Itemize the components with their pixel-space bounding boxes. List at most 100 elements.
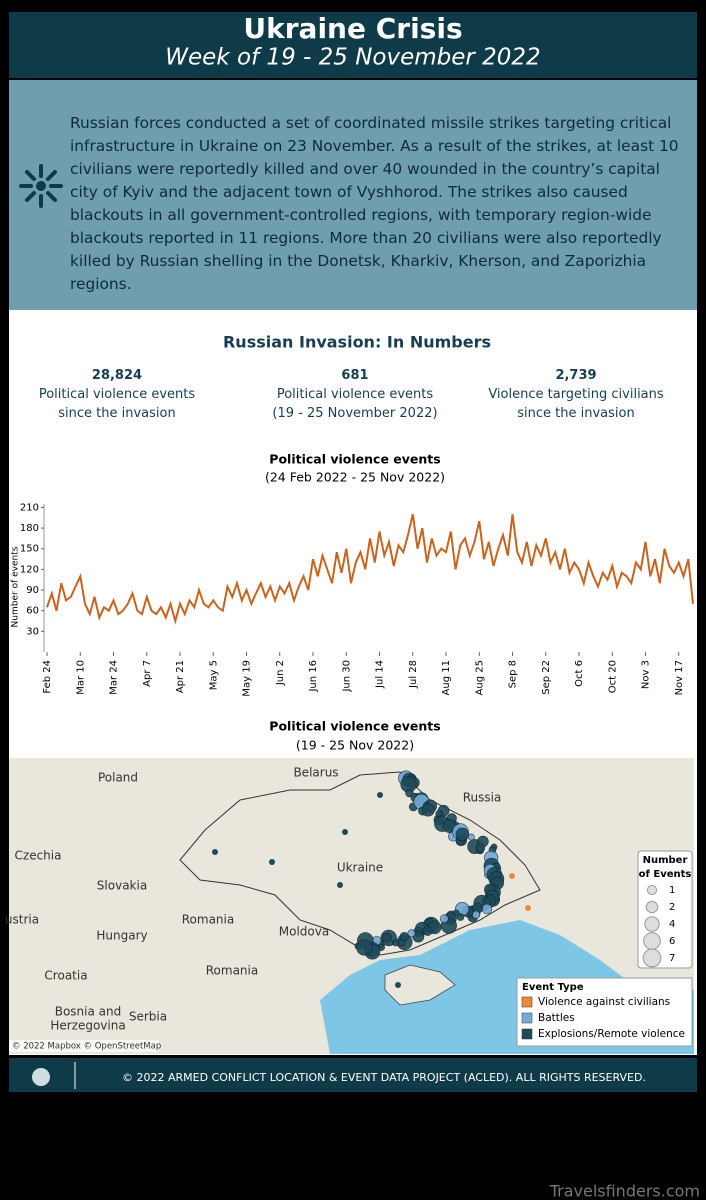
x-tick-label: Apr 21 <box>175 660 186 693</box>
x-tick-label: Mar 10 <box>75 660 86 695</box>
footer-bar <box>9 1058 697 1092</box>
event-dot <box>395 982 401 988</box>
stat-label: since the invasion <box>58 406 176 421</box>
place-label: Serbia <box>129 1010 167 1024</box>
event-dot <box>342 829 348 835</box>
x-tick-label: Aug 25 <box>474 660 485 695</box>
place-label: Slovakia <box>97 879 147 893</box>
title: Ukraine Crisis <box>243 12 462 45</box>
event-dots <box>212 770 531 988</box>
x-tick-label: May 19 <box>242 660 253 697</box>
event-legend-swatch <box>521 1012 533 1024</box>
y-tick-label: 210 <box>20 502 39 513</box>
event-dot <box>475 843 486 853</box>
event-dot <box>212 849 218 855</box>
x-tick-label: Oct 6 <box>574 660 585 687</box>
subtitle: Week of 19 - 25 November 2022 <box>165 45 540 71</box>
stat-label: Political violence events <box>38 387 196 402</box>
size-legend-circle <box>645 900 659 914</box>
x-tick-label: Jun 16 <box>308 660 319 693</box>
event-legend-swatch <box>521 996 533 1008</box>
x-tick-label: Jul 28 <box>408 660 419 689</box>
ukraine-border <box>179 771 541 956</box>
event-dot <box>407 929 416 938</box>
place-label: Ukraine <box>337 861 383 875</box>
place-label: ustria <box>5 913 39 927</box>
icon <box>19 164 63 208</box>
y-tick-label: 30 <box>26 626 39 637</box>
line-series <box>46 514 694 625</box>
place-label: Belarus <box>293 766 338 780</box>
attribution: © 2022 Mapbox © OpenStreetMap <box>12 1042 161 1052</box>
event-dot <box>337 882 343 888</box>
size-legend-circle <box>642 948 662 968</box>
stat-label: (19 - 25 November 2022) <box>272 406 438 421</box>
header-bar <box>9 12 697 78</box>
event-dot <box>399 932 409 942</box>
watermark: Travelsfinders.com <box>549 1182 700 1200</box>
place-label: Czechia <box>15 849 62 863</box>
place-label: Poland <box>98 771 138 785</box>
stat-label: since the invasion <box>517 406 635 421</box>
x-tick-label: Feb 24 <box>42 660 53 694</box>
event-dot <box>439 914 449 924</box>
crimea <box>384 964 456 1006</box>
event-dot <box>269 859 275 865</box>
y-tick-label: 180 <box>20 523 39 534</box>
x-tick-label: Sep 22 <box>541 660 552 695</box>
map-subtitle: (19 - 25 Nov 2022) <box>296 738 414 753</box>
x-tick-label: Sep 8 <box>508 660 519 688</box>
y-tick-label: 150 <box>20 544 39 555</box>
size-legend-circle <box>643 932 661 950</box>
event-legend-box <box>516 977 693 1047</box>
size-legend-label: 4 <box>669 919 675 930</box>
event-dot <box>509 873 515 879</box>
y-axis-label: Number of events <box>11 546 21 627</box>
stat: 28,824 Political violence events since the… <box>12 366 222 423</box>
place-label: Bosnia and <box>55 1005 122 1019</box>
x-tick-label: Nov 17 <box>674 660 685 695</box>
stat-label: Violence targeting civilians <box>488 387 664 402</box>
size-legend-title: of Events <box>639 869 692 880</box>
x-tick-label: Nov 3 <box>641 660 652 689</box>
x-tick-label: May 5 <box>208 660 219 690</box>
map: © 2022 Mapbox © OpenStreetMap Event Type… <box>5 758 694 1054</box>
stat-value: 28,824 <box>91 368 143 383</box>
place-label: Herzegovina <box>50 1019 125 1033</box>
place-label: Hungary <box>96 929 147 943</box>
x-tick-label: Aug 11 <box>441 660 452 695</box>
place-label: Moldova <box>279 925 329 939</box>
map-title: Political violence events <box>269 719 440 734</box>
y-tick-label: 120 <box>20 564 39 575</box>
event-dot <box>455 827 470 842</box>
numbers-title: Russian Invasion: In Numbers <box>223 333 491 352</box>
x-tick-label: Jun 30 <box>341 660 352 693</box>
size-legend-label: 6 <box>669 936 675 947</box>
y-tick-label: 60 <box>26 606 39 617</box>
size-legend-title: Number <box>643 855 688 866</box>
size-legend-label: 7 <box>669 953 675 964</box>
size-legend-label: 2 <box>669 902 675 913</box>
event-dot <box>356 939 373 956</box>
place-label: Russia <box>463 791 502 805</box>
summary-text: Russian forces conducted a set of coordi… <box>70 114 679 293</box>
event-dot <box>377 792 383 798</box>
footer-text: © 2022 ARMED CONFLICT LOCATION & EVENT D… <box>122 1071 646 1084</box>
event-dot <box>481 903 493 915</box>
stat: 2,739 Violence targeting civilians since t… <box>471 366 681 423</box>
place-label: Romania <box>182 913 234 927</box>
event-dot <box>392 939 400 947</box>
azov-sea <box>490 930 560 962</box>
place-label: Croatia <box>44 969 87 983</box>
x-tick-label: Jul 14 <box>375 660 386 689</box>
line-chart: 30 60 90 120 150 180 210 Feb 24 Mar 10 Mar 24 Apr … <box>20 502 694 697</box>
stat-label: Political violence events <box>276 387 434 402</box>
event-legend-label: Battles <box>538 1012 575 1024</box>
y-tick-label: 90 <box>26 585 39 596</box>
x-tick-label: Apr 7 <box>142 660 153 687</box>
event-legend-label: Violence against civilians <box>538 996 670 1008</box>
event-dot <box>422 925 433 936</box>
event-dot <box>382 932 392 943</box>
